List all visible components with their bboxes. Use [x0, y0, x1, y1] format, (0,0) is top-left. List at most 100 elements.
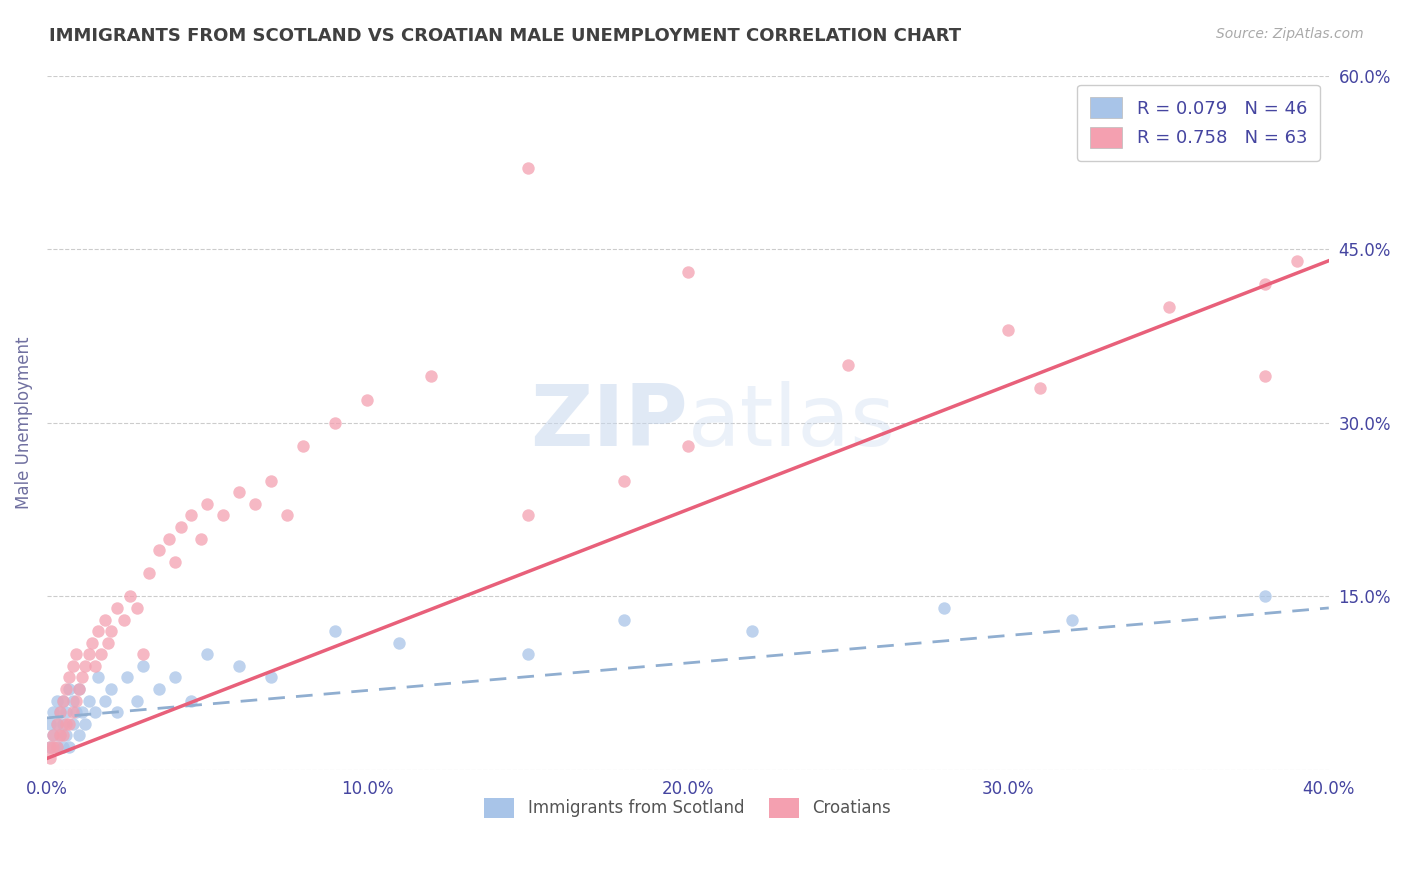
Point	[65, 693, 87, 707]
Point	[1253, 369, 1275, 384]
Point	[48, 728, 70, 742]
Point	[58, 739, 80, 754]
Point	[55, 681, 77, 696]
Point	[388, 635, 411, 649]
Point	[52, 693, 75, 707]
Point	[260, 474, 283, 488]
Point	[65, 705, 87, 719]
Point	[1253, 590, 1275, 604]
Point	[62, 693, 84, 707]
Point	[997, 323, 1019, 337]
Point	[52, 716, 75, 731]
Point	[97, 635, 120, 649]
Point	[170, 520, 193, 534]
Point	[165, 555, 187, 569]
Text: Source: ZipAtlas.com: Source: ZipAtlas.com	[1216, 27, 1364, 41]
Point	[67, 681, 90, 696]
Y-axis label: Male Unemployment: Male Unemployment	[15, 336, 32, 509]
Point	[55, 728, 77, 742]
Point	[42, 739, 65, 754]
Text: IMMIGRANTS FROM SCOTLAND VS CROATIAN MALE UNEMPLOYMENT CORRELATION CHART: IMMIGRANTS FROM SCOTLAND VS CROATIAN MAL…	[49, 27, 962, 45]
Point	[228, 658, 250, 673]
Point	[39, 739, 62, 754]
Point	[45, 716, 67, 731]
Point	[62, 716, 84, 731]
Point	[165, 670, 187, 684]
Point	[80, 635, 103, 649]
Point	[1157, 300, 1180, 314]
Point	[77, 693, 100, 707]
Point	[138, 566, 160, 581]
Point	[39, 716, 62, 731]
Point	[112, 613, 135, 627]
Point	[180, 693, 202, 707]
Point	[105, 601, 128, 615]
Point	[70, 705, 93, 719]
Point	[676, 439, 699, 453]
Legend: Immigrants from Scotland, Croatians: Immigrants from Scotland, Croatians	[478, 791, 898, 824]
Point	[93, 613, 115, 627]
Point	[39, 739, 62, 754]
Point	[157, 532, 180, 546]
Point	[1285, 253, 1308, 268]
Point	[120, 590, 142, 604]
Point	[934, 601, 956, 615]
Point	[48, 728, 70, 742]
Point	[1029, 381, 1052, 395]
Point	[52, 693, 75, 707]
Point	[516, 647, 538, 661]
Point	[62, 658, 84, 673]
Point	[52, 728, 75, 742]
Point	[42, 728, 65, 742]
Point	[420, 369, 443, 384]
Point	[42, 728, 65, 742]
Point	[190, 532, 212, 546]
Point	[67, 728, 90, 742]
Point	[516, 508, 538, 523]
Point	[195, 647, 218, 661]
Point	[45, 739, 67, 754]
Point	[45, 716, 67, 731]
Point	[180, 508, 202, 523]
Point	[90, 647, 112, 661]
Point	[1253, 277, 1275, 291]
Point	[100, 624, 122, 639]
Point	[356, 392, 378, 407]
Text: atlas: atlas	[688, 381, 896, 464]
Point	[228, 485, 250, 500]
Point	[87, 624, 110, 639]
Point	[105, 705, 128, 719]
Point	[676, 265, 699, 279]
Point	[125, 693, 148, 707]
Point	[52, 739, 75, 754]
Point	[100, 681, 122, 696]
Point	[115, 670, 138, 684]
Point	[125, 601, 148, 615]
Point	[55, 716, 77, 731]
Point	[132, 658, 155, 673]
Point	[45, 739, 67, 754]
Point	[62, 705, 84, 719]
Point	[148, 681, 170, 696]
Text: ZIP: ZIP	[530, 381, 688, 464]
Point	[84, 658, 107, 673]
Point	[58, 670, 80, 684]
Point	[70, 670, 93, 684]
Point	[48, 705, 70, 719]
Point	[45, 693, 67, 707]
Point	[75, 716, 97, 731]
Point	[613, 474, 636, 488]
Point	[87, 670, 110, 684]
Point	[613, 613, 636, 627]
Point	[77, 647, 100, 661]
Point	[84, 705, 107, 719]
Point	[65, 647, 87, 661]
Point	[741, 624, 763, 639]
Point	[58, 716, 80, 731]
Point	[323, 416, 346, 430]
Point	[48, 705, 70, 719]
Point	[292, 439, 315, 453]
Point	[260, 670, 283, 684]
Point	[148, 543, 170, 558]
Point	[42, 705, 65, 719]
